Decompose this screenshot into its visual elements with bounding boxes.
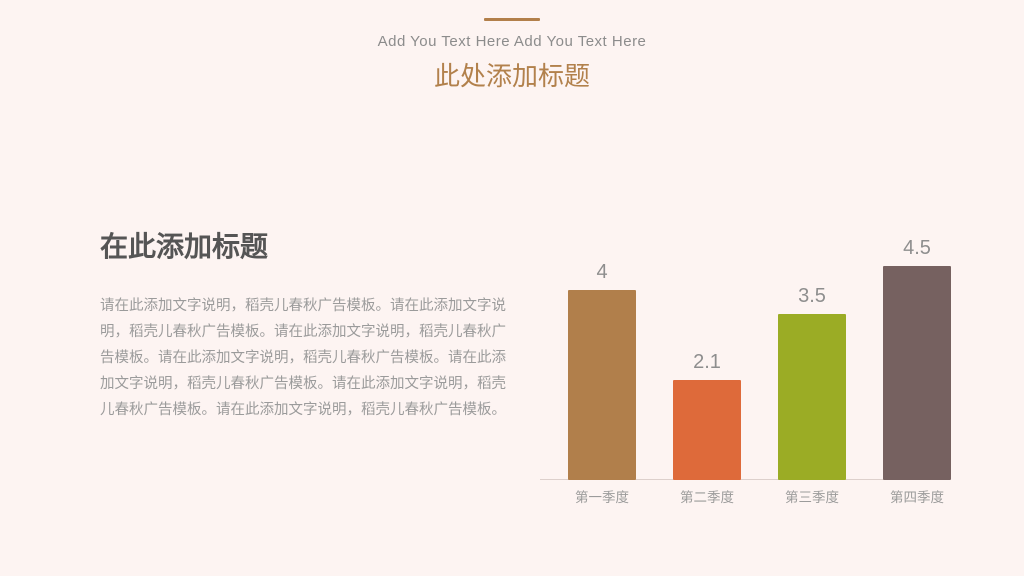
header-subtitle-text: Add You Text Here Add You Text Here bbox=[0, 33, 1024, 50]
bar-group-q3[interactable]: 3.5 第三季度 bbox=[778, 285, 846, 480]
bar-value-q2: 2.1 bbox=[693, 351, 721, 374]
bar-label-q3: 第三季度 bbox=[785, 486, 839, 506]
header-title-text: 此处添加标题 bbox=[0, 56, 1024, 93]
bar-value-q4: 4.5 bbox=[903, 237, 931, 260]
bar-label-q4: 第四季度 bbox=[890, 486, 944, 506]
bar-group-q2[interactable]: 2.1 第二季度 bbox=[673, 351, 741, 480]
bar-value-q3: 3.5 bbox=[798, 285, 826, 308]
bar-q2[interactable] bbox=[673, 380, 741, 480]
left-content-block: 在此添加标题 请在此添加文字说明，稻壳儿春秋广告模板。请在此添加文字说明，稻壳儿… bbox=[100, 225, 520, 423]
left-section-paragraph: 请在此添加文字说明，稻壳儿春秋广告模板。请在此添加文字说明，稻壳儿春秋广告模板。… bbox=[100, 293, 520, 423]
bar-q1[interactable] bbox=[568, 290, 636, 480]
bar-label-q2: 第二季度 bbox=[680, 486, 734, 506]
header-section: Add You Text Here Add You Text Here 此处添加… bbox=[0, 18, 1024, 93]
bar-group-q1[interactable]: 4 第一季度 bbox=[568, 261, 636, 480]
left-section-title: 在此添加标题 bbox=[100, 225, 520, 265]
bar-group-q4[interactable]: 4.5 第四季度 bbox=[883, 237, 951, 480]
bar-label-q1: 第一季度 bbox=[575, 486, 629, 506]
bar-value-q1: 4 bbox=[596, 261, 607, 284]
header-accent-line bbox=[484, 18, 540, 21]
bar-q4[interactable] bbox=[883, 266, 951, 480]
bar-chart: 4 第一季度 2.1 第二季度 3.5 第三季度 4.5 第四季度 bbox=[540, 155, 940, 520]
bar-q3[interactable] bbox=[778, 314, 846, 480]
